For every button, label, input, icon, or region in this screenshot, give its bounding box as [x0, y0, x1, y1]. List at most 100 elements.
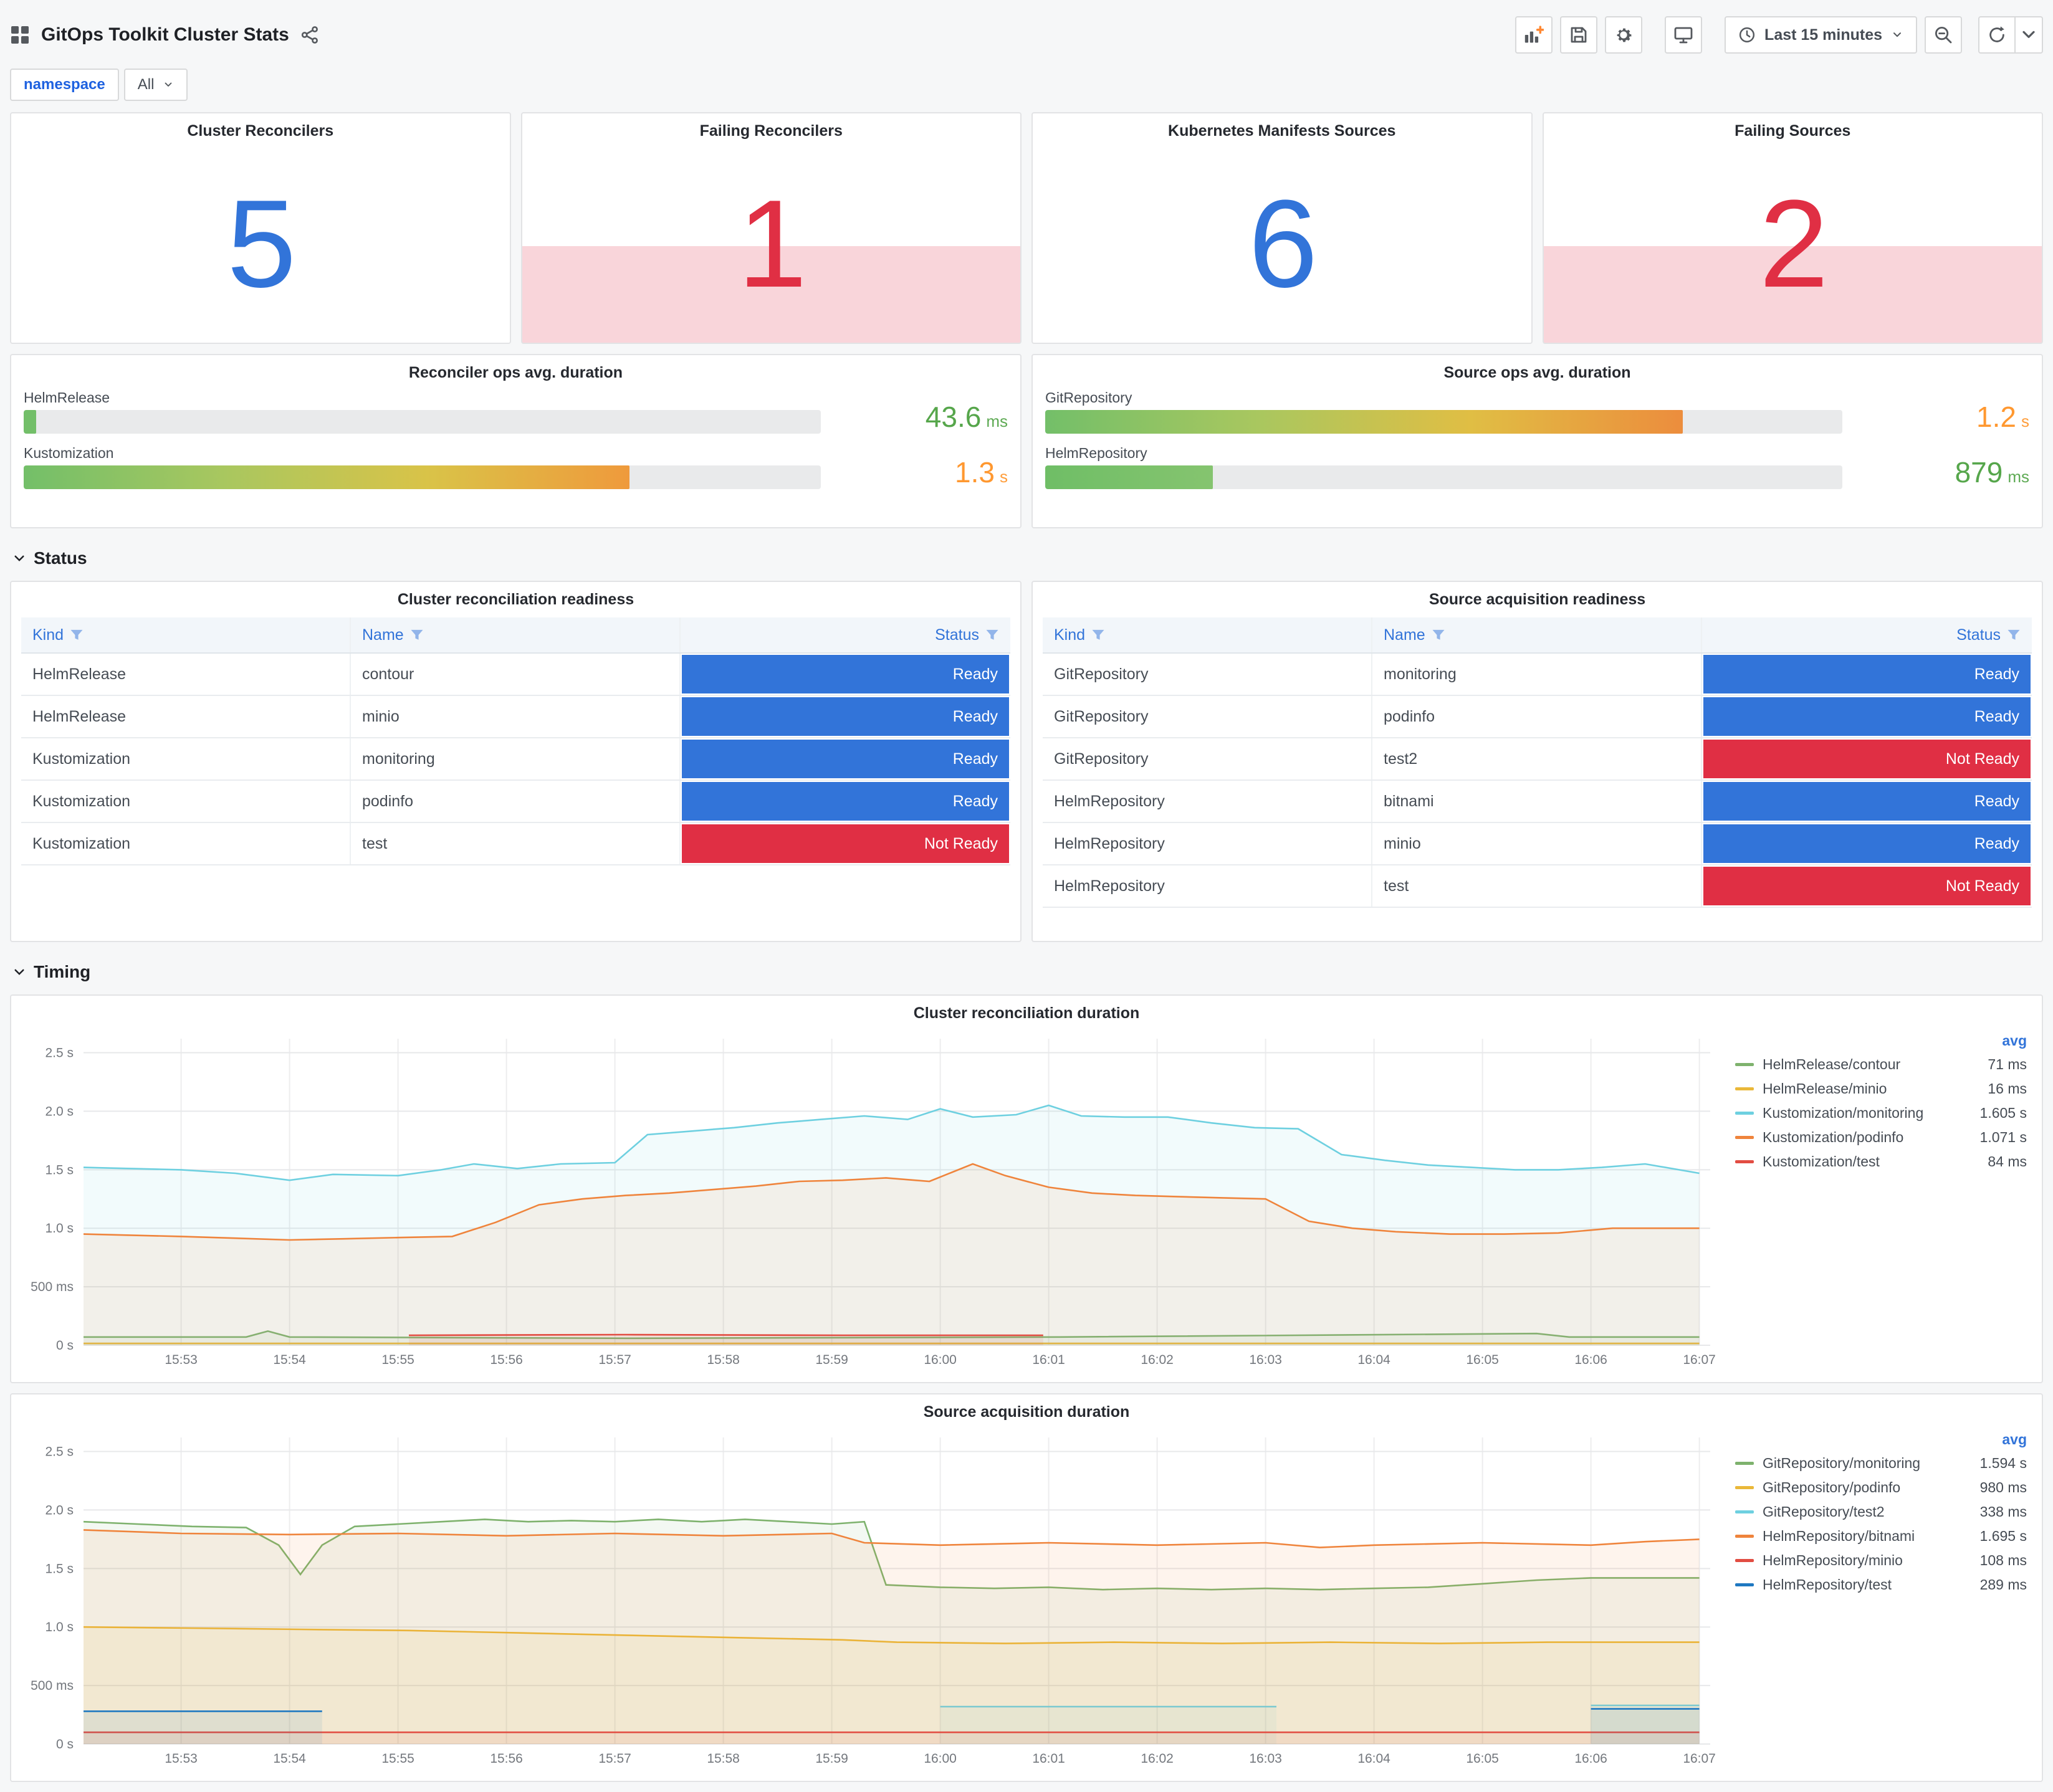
- status-tables-row: Cluster reconciliation readiness Kind Nam…: [10, 581, 2043, 942]
- filter-icon[interactable]: [1432, 628, 1445, 642]
- legend-avg-header: avg: [2002, 1032, 2027, 1049]
- legend-series-name[interactable]: HelmRelease/minio: [1763, 1080, 1887, 1097]
- legend-series-name[interactable]: Kustomization/test: [1763, 1153, 1880, 1170]
- legend-series-name[interactable]: HelmRepository/test: [1763, 1576, 1892, 1593]
- gauge-bar: [1045, 465, 1213, 489]
- table-cell: monitoring: [1372, 654, 1702, 695]
- timeseries-plot[interactable]: 15:53 15:54 15:55 15:56 15:57 15:58 15:59 16:00…: [14, 1425, 1723, 1774]
- section-status[interactable]: Status: [12, 543, 2043, 573]
- timeseries-plot[interactable]: 15:53 15:54 15:55 15:56 15:57 15:58 15:59 16:00…: [14, 1026, 1723, 1375]
- legend-series-color: [1735, 1112, 1754, 1115]
- column-header-kind[interactable]: Kind: [21, 617, 351, 652]
- filter-icon[interactable]: [70, 628, 84, 642]
- gauge-label: Kustomization: [24, 445, 114, 461]
- column-header-status[interactable]: Status: [1702, 617, 2032, 652]
- legend-series-name[interactable]: HelmRepository/minio: [1763, 1552, 1903, 1568]
- legend-series-name[interactable]: Kustomization/monitoring: [1763, 1105, 1924, 1121]
- table-cell: minio: [1372, 823, 1702, 864]
- legend-series-name[interactable]: GitRepository/podinfo: [1763, 1479, 1901, 1495]
- svg-text:16:06: 16:06: [1574, 1353, 1607, 1367]
- zoom-out-button[interactable]: [1925, 16, 1962, 54]
- svg-text:15:56: 15:56: [490, 1353, 523, 1367]
- stat-value: 6: [1248, 174, 1318, 313]
- panel-title[interactable]: Reconciler ops avg. duration: [408, 364, 623, 381]
- apps-grid-icon[interactable]: [10, 25, 30, 45]
- legend-series-name[interactable]: GitRepository/test2: [1763, 1504, 1885, 1520]
- save-dashboard-button[interactable]: [1560, 16, 1598, 54]
- table-row: HelmRelease contour Ready: [21, 654, 1010, 696]
- svg-text:15:59: 15:59: [815, 1751, 848, 1766]
- panel-title[interactable]: Cluster Reconcilers: [187, 122, 334, 140]
- panel-failing-reconcilers: Failing Reconcilers 1: [520, 112, 1022, 344]
- panel-title[interactable]: Kubernetes Manifests Sources: [1168, 122, 1396, 140]
- stat-value: 2: [1759, 174, 1829, 313]
- panel-title[interactable]: Source acquisition readiness: [1428, 591, 1646, 608]
- svg-text:1.5 s: 1.5 s: [45, 1163, 74, 1177]
- legend-series-name[interactable]: HelmRepository/bitnami: [1763, 1528, 1915, 1544]
- svg-text:16:00: 16:00: [924, 1751, 957, 1766]
- panel-title[interactable]: Failing Sources: [1735, 122, 1851, 140]
- gauge-track: [24, 410, 821, 434]
- column-header-name[interactable]: Name: [351, 617, 681, 652]
- panel-title[interactable]: Source ops avg. duration: [1443, 364, 1631, 381]
- panel-title[interactable]: Failing Reconcilers: [699, 122, 843, 140]
- legend-item: GitRepository/test2 338 ms: [1735, 1500, 2027, 1524]
- svg-text:16:07: 16:07: [1683, 1751, 1716, 1766]
- refresh-button[interactable]: [1978, 16, 2016, 54]
- filter-icon[interactable]: [410, 628, 424, 642]
- legend-series-name[interactable]: Kustomization/podinfo: [1763, 1129, 1904, 1145]
- status-cell: Not Ready: [1702, 865, 2032, 907]
- column-header-name[interactable]: Name: [1372, 617, 1702, 652]
- svg-text:16:02: 16:02: [1141, 1751, 1174, 1766]
- legend-series-color: [1735, 1160, 1754, 1163]
- legend-series-color: [1735, 1087, 1754, 1090]
- legend-series-color: [1735, 1535, 1754, 1538]
- dashboard-settings-button[interactable]: [1605, 16, 1643, 54]
- filter-icon[interactable]: [985, 628, 999, 642]
- status-cell: Ready: [1702, 696, 2032, 737]
- column-header-status[interactable]: Status: [681, 617, 1010, 652]
- panel-title[interactable]: Source acquisition duration: [923, 1403, 1130, 1421]
- gauge-label: HelmRelease: [24, 389, 110, 406]
- filter-icon[interactable]: [2007, 628, 2021, 642]
- table-row: Kustomization podinfo Ready: [21, 781, 1010, 823]
- legend-series-name[interactable]: GitRepository/monitoring: [1763, 1455, 1921, 1471]
- table-cell: GitRepository: [1043, 696, 1372, 737]
- panel-title[interactable]: Cluster reconciliation readiness: [397, 591, 634, 608]
- gauge-value: 43.6 ms: [925, 401, 1008, 433]
- column-header-kind[interactable]: Kind: [1043, 617, 1372, 652]
- chart-legend: avg HelmRelease/contour 71 ms HelmRelease/m…: [1723, 1026, 2037, 1375]
- add-panel-button[interactable]: [1515, 16, 1553, 54]
- table-cell: podinfo: [1372, 696, 1702, 737]
- legend-series-name[interactable]: HelmRelease/contour: [1763, 1056, 1901, 1072]
- table-cell: HelmRepository: [1043, 823, 1372, 864]
- panel-source-acquisition-duration: Source acquisition duration 15:53 15:54 15…: [10, 1393, 2043, 1782]
- refresh-interval-caret-button[interactable]: [2016, 16, 2043, 54]
- legend-series-avg: 980 ms: [1979, 1479, 2027, 1495]
- table-cell: Kustomization: [21, 823, 351, 864]
- panel-source-acquisition-readiness: Source acquisition readiness Kind Name Sta…: [1031, 581, 2043, 942]
- stat-threshold-band: [1543, 246, 2042, 343]
- table-cell: test2: [1372, 738, 1702, 779]
- table-cell: HelmRelease: [21, 654, 351, 695]
- status-badge: Ready: [1703, 782, 2031, 821]
- filter-icon[interactable]: [1091, 628, 1105, 642]
- share-icon[interactable]: [300, 26, 319, 44]
- svg-text:2.0 s: 2.0 s: [45, 1104, 74, 1118]
- panel-title[interactable]: Cluster reconciliation duration: [913, 1004, 1140, 1022]
- table-cell: Kustomization: [21, 738, 351, 779]
- svg-text:16:03: 16:03: [1249, 1751, 1282, 1766]
- legend-item: HelmRelease/contour 71 ms: [1735, 1052, 2027, 1077]
- time-range-picker[interactable]: Last 15 minutes: [1725, 16, 1917, 54]
- legend-series-avg: 1.594 s: [1979, 1455, 2027, 1471]
- caret-down-icon: [1891, 29, 1903, 41]
- cycle-view-mode-button[interactable]: [1665, 16, 1703, 54]
- svg-text:16:01: 16:01: [1032, 1751, 1065, 1766]
- table-row: Kustomization monitoring Ready: [21, 738, 1010, 781]
- legend-item: GitRepository/podinfo 980 ms: [1735, 1475, 2027, 1500]
- section-timing[interactable]: Timing: [12, 957, 2043, 987]
- table-row: HelmRelease minio Ready: [21, 696, 1010, 738]
- variable-namespace-select[interactable]: All: [123, 69, 188, 101]
- panel-cluster-reconcilers: Cluster Reconcilers 5: [10, 112, 511, 344]
